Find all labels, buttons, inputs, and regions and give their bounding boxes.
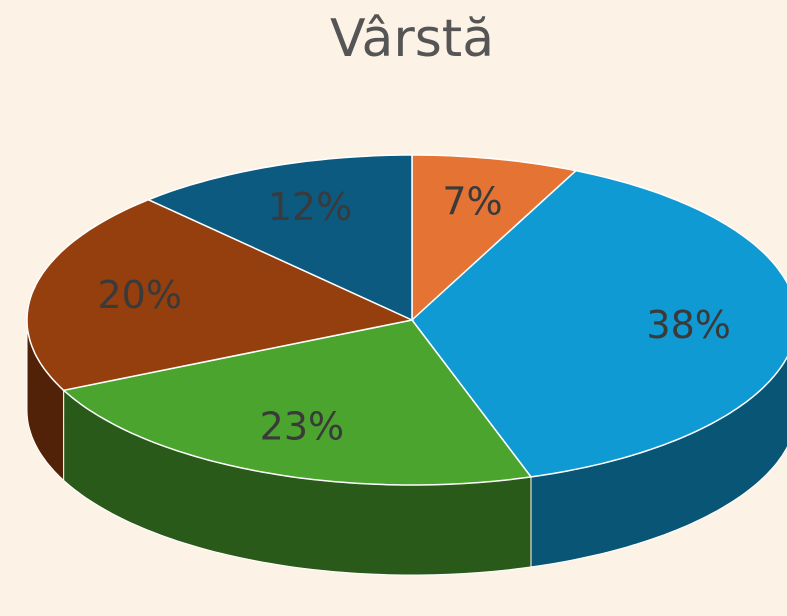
data-label: 23% — [260, 405, 344, 449]
data-label: 7% — [442, 180, 502, 224]
data-label: 12% — [268, 185, 352, 229]
slice — [146, 154, 413, 322]
chart-title: Vârstă — [330, 9, 494, 69]
data-label: 38% — [646, 303, 730, 347]
slice — [26, 198, 415, 392]
slice — [61, 319, 533, 486]
slice — [411, 154, 578, 322]
data-label: 20% — [97, 273, 181, 317]
slice — [410, 169, 787, 478]
